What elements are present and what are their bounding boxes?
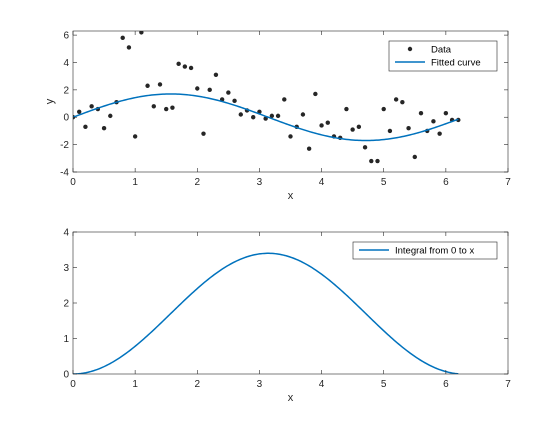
- data-point: [263, 116, 268, 121]
- y-tick-label: 1: [63, 334, 69, 345]
- series-line: [73, 252, 459, 374]
- data-point: [418, 110, 424, 116]
- data-point: [132, 134, 138, 139]
- data-point: [431, 119, 436, 124]
- data-point: [139, 31, 144, 35]
- bottom-axes: 0 1 2 3 4 5 6 7 0 1 2 3 4 x Integral from 0 to x: [63, 228, 511, 405]
- data-point: [350, 127, 355, 132]
- x-tick-label: 2: [195, 177, 201, 188]
- x-tick-label: 2: [195, 379, 201, 390]
- data-point: [369, 158, 374, 164]
- legend-entry-label: Integral from 0 to x: [395, 246, 474, 257]
- y-tick-label: 6: [63, 31, 69, 42]
- y-tick-label: 2: [63, 299, 69, 310]
- data-point: [232, 98, 237, 104]
- data-point: [400, 99, 405, 105]
- data-point: [313, 91, 318, 97]
- legend-box: [352, 241, 498, 260]
- data-point: [176, 61, 181, 67]
- x-tick-label: 4: [319, 177, 325, 188]
- legend-box: [388, 40, 498, 72]
- data-point: [170, 105, 175, 110]
- plot-data: [73, 252, 459, 374]
- legend: Integral from 0 to x: [352, 241, 498, 260]
- data-point: [164, 106, 169, 112]
- data-point: [108, 113, 113, 119]
- data-point: [195, 86, 200, 91]
- legend-marker: [407, 46, 413, 52]
- y-tick-label: -4: [60, 168, 69, 179]
- data-point: [356, 124, 362, 130]
- data-point: [406, 125, 411, 131]
- data-point: [319, 123, 324, 128]
- data-point: [325, 120, 330, 125]
- y-tick-label: 0: [63, 113, 69, 124]
- x-tick-label: 7: [505, 379, 511, 390]
- data-point: [188, 65, 194, 71]
- data-point: [393, 97, 399, 102]
- data-point: [437, 131, 442, 136]
- x-tick-label: 3: [257, 177, 263, 188]
- x-tick-label: 0: [70, 379, 76, 390]
- data-point: [201, 131, 206, 136]
- plot-data: [73, 31, 461, 164]
- data-point: [207, 87, 212, 93]
- top-axes: 0 1 2 3 4 5 6 7 -4 -2 0 2 4 6 x y Data Fitted curve: [44, 30, 511, 202]
- x-tick-label: 4: [319, 379, 325, 390]
- x-tick-label: 0: [70, 177, 76, 188]
- data-point: [381, 106, 386, 112]
- data-point: [300, 112, 306, 117]
- y-tick-label: 0: [63, 370, 69, 381]
- data-point: [387, 128, 393, 134]
- x-axis-label: x: [288, 392, 294, 404]
- data-point: [238, 112, 243, 117]
- data-point: [151, 104, 156, 109]
- x-axis-label: x: [288, 190, 294, 202]
- data-point: [443, 110, 449, 116]
- y-tick-label: 3: [63, 263, 69, 274]
- data-point: [89, 104, 94, 109]
- data-point: [344, 106, 349, 112]
- data-point: [306, 146, 312, 151]
- axes-box: [72, 30, 509, 173]
- y-tick-label: 4: [63, 228, 69, 239]
- x-tick-label: 5: [381, 177, 387, 188]
- data-point: [126, 45, 132, 50]
- data-point: [251, 115, 256, 120]
- y-axis-label: y: [44, 98, 56, 104]
- x-tick-label: 7: [505, 177, 511, 188]
- data-point: [77, 109, 82, 114]
- x-tick-label: 1: [132, 379, 138, 390]
- data-point: [101, 125, 107, 131]
- y-tick-label: -2: [60, 140, 69, 151]
- legend-entry-label: Fitted curve: [431, 58, 481, 69]
- data-point: [362, 145, 368, 150]
- x-tick-label: 6: [443, 379, 449, 390]
- x-tick-label: 1: [132, 177, 138, 188]
- data-point: [375, 158, 380, 164]
- x-tick-label: 3: [257, 379, 263, 390]
- data-point: [145, 83, 150, 88]
- data-point: [288, 134, 293, 139]
- x-tick-label: 5: [381, 379, 387, 390]
- data-point: [412, 154, 417, 160]
- y-tick-label: 4: [63, 58, 69, 69]
- data-point: [275, 113, 281, 119]
- data-point: [120, 35, 125, 41]
- data-point: [269, 113, 275, 119]
- y-tick-label: 2: [63, 85, 69, 96]
- x-tick-label: 6: [443, 177, 449, 188]
- data-point: [226, 90, 231, 95]
- data-point: [213, 72, 219, 78]
- data-point: [182, 64, 188, 69]
- series-line: [73, 93, 459, 142]
- data-point: [83, 124, 88, 130]
- legend-entry-label: Data: [431, 45, 452, 56]
- data-point: [157, 82, 163, 87]
- data-point: [282, 97, 287, 102]
- legend: Data Fitted curve: [388, 40, 498, 72]
